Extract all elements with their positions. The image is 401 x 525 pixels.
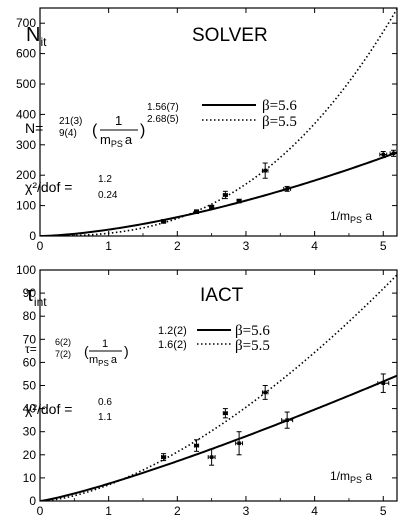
solver-plot-frame [39, 7, 398, 237]
iact-series-b56-fit-curve [40, 374, 397, 501]
iact-ytick-label: 30 [23, 425, 37, 439]
iact-fit-coef-bottom: 7(2) [55, 349, 71, 359]
solver-fit-coef-top: 21(3) [59, 116, 82, 127]
solver-ytick-label: 400 [16, 107, 36, 121]
solver-legend-label-b55: β=5.5 [262, 114, 297, 130]
iact-title: IACT [200, 285, 244, 306]
iact-chi2-bottom: 1.1 [98, 412, 112, 423]
solver-series-b56-point [236, 198, 242, 204]
iact-series-b55-point [222, 408, 228, 419]
solver-ytick-label: 500 [16, 77, 36, 91]
iact-fit-exp-top: 1.2(2) [158, 325, 187, 337]
iact-ylabel: τint [26, 284, 47, 309]
solver-xtick-label: 0 [37, 239, 44, 253]
solver-series-b55-point [161, 219, 167, 224]
solver-series-b56-fit-curve [40, 151, 397, 236]
iact-xtick-label: 4 [311, 504, 318, 518]
iact-fit-formula: τ= 6(2) 7(2) ( 1 mPS a ) 1.2(2) 1.6(2) [25, 325, 187, 368]
solver-xtick-label: 5 [380, 239, 387, 253]
solver-series-b55-point [222, 190, 228, 200]
solver-series-b56-point [193, 209, 200, 215]
iact-fit-exp-bottom: 1.6(2) [158, 339, 187, 351]
solver-ytick-label: 300 [16, 138, 36, 152]
iact-fit-frac-top: 1 [102, 338, 108, 350]
iact-xtick-label: 0 [37, 504, 44, 518]
solver-fit-paren-close: ) [140, 122, 145, 139]
solver-fit-exp-bottom: 2.68(5) [147, 114, 179, 125]
solver-ytick-label: 0 [29, 229, 36, 243]
iact-ytick-label: 80 [23, 309, 37, 323]
iact-ytick-label: 70 [23, 332, 37, 346]
iact-xtick-label: 1 [105, 504, 112, 518]
iact-ytick-label: 100 [16, 263, 36, 277]
solver-legend: β=5.6 β=5.5 [202, 98, 297, 130]
iact-ytick-label: 0 [29, 494, 36, 508]
iact-ytick-label: 50 [23, 379, 37, 393]
iact-fit-prefix: τ= [25, 342, 37, 356]
solver-ytick-label: 100 [16, 199, 36, 213]
solver-chi2-label: χ²/dof = [25, 179, 72, 195]
iact-ytick-label: 10 [23, 471, 37, 485]
solver-title: SOLVER [192, 25, 268, 46]
solver-xtick-label: 3 [243, 239, 250, 253]
iact-legend-label-b56: β=5.6 [235, 323, 270, 339]
solver-series-b56-point [283, 185, 292, 192]
solver-series-b55-fit-curve [40, 8, 397, 236]
iact-series-b55-point [161, 453, 167, 462]
iact-chi2-label: χ²/dof = [25, 401, 72, 417]
solver-xlabel: 1/mPS a [330, 209, 372, 225]
iact-fit-paren-close: ) [124, 343, 129, 359]
solver-xtick-label: 4 [311, 239, 318, 253]
iact-series-b56-point [235, 431, 244, 456]
solver-chi2-bottom: 0.24 [98, 190, 118, 201]
iact-fit-paren-open: ( [84, 343, 89, 359]
solver-fit-prefix: N= [25, 120, 43, 136]
iact-series-b56-point [281, 411, 294, 429]
iact-legend: β=5.6 β=5.5 [197, 323, 270, 354]
iact-chi2: χ²/dof = 0.6 1.1 [25, 397, 112, 423]
solver-ytick-label: 600 [16, 47, 36, 61]
solver-legend-label-b56: β=5.6 [262, 98, 297, 114]
iact-legend-label-b55: β=5.5 [235, 338, 270, 354]
solver-fit-frac-bottom: mPS a [100, 132, 133, 149]
iact-series-b56-point [377, 373, 390, 393]
solver-fit-coef-bottom: 9(4) [59, 128, 77, 139]
solver-chi2-top: 1.2 [98, 174, 112, 185]
solver-ytick-label: 200 [16, 168, 36, 182]
iact-series-b55-point [261, 385, 269, 400]
iact-ytick-label: 20 [23, 448, 37, 462]
solver-fit-exp-top: 1.56(7) [147, 102, 179, 113]
iact-ytick-label: 60 [23, 355, 37, 369]
solver-xtick-label: 2 [174, 239, 181, 253]
solver-series-b55-point [261, 162, 269, 179]
solver-series-b56-point [379, 150, 388, 159]
iact-fit-coef-top: 6(2) [55, 337, 71, 347]
solver-fit-frac-top: 1 [115, 113, 122, 128]
iact-xtick-label: 5 [380, 504, 387, 518]
iact-xtick-label: 3 [243, 504, 250, 518]
iact-series-b55-point [193, 439, 200, 452]
iact-series-b55-fit-curve [40, 274, 397, 501]
solver-series-b56-point [209, 204, 215, 210]
solver-series-b56-point [389, 149, 398, 157]
solver-marks: 0 1 2 3 4 5 0 100 200 300 400 500 600 700 [16, 7, 398, 253]
iact-fit-frac-bottom: mPS a [89, 354, 118, 368]
iact-series-b56-point [207, 448, 216, 466]
iact-xtick-label: 2 [174, 504, 181, 518]
solver-fit-paren-open: ( [92, 122, 98, 139]
solver-ylabel: Nit [26, 24, 47, 49]
iact-chi2-top: 0.6 [98, 397, 112, 408]
solver-fit-formula: N= 21(3) 9(4) ( 1 mPS a ) 1.56(7) 2.68(5) [25, 102, 179, 149]
iact-ytick-label: 90 [23, 286, 37, 300]
solver-ytick-label: 700 [16, 16, 36, 30]
iact-ytick-label: 40 [23, 402, 37, 416]
iact-xlabel: 1/mPS a [330, 469, 372, 485]
solver-xtick-label: 1 [105, 239, 112, 253]
solver-chi2: χ²/dof = 1.2 0.24 [25, 174, 118, 201]
